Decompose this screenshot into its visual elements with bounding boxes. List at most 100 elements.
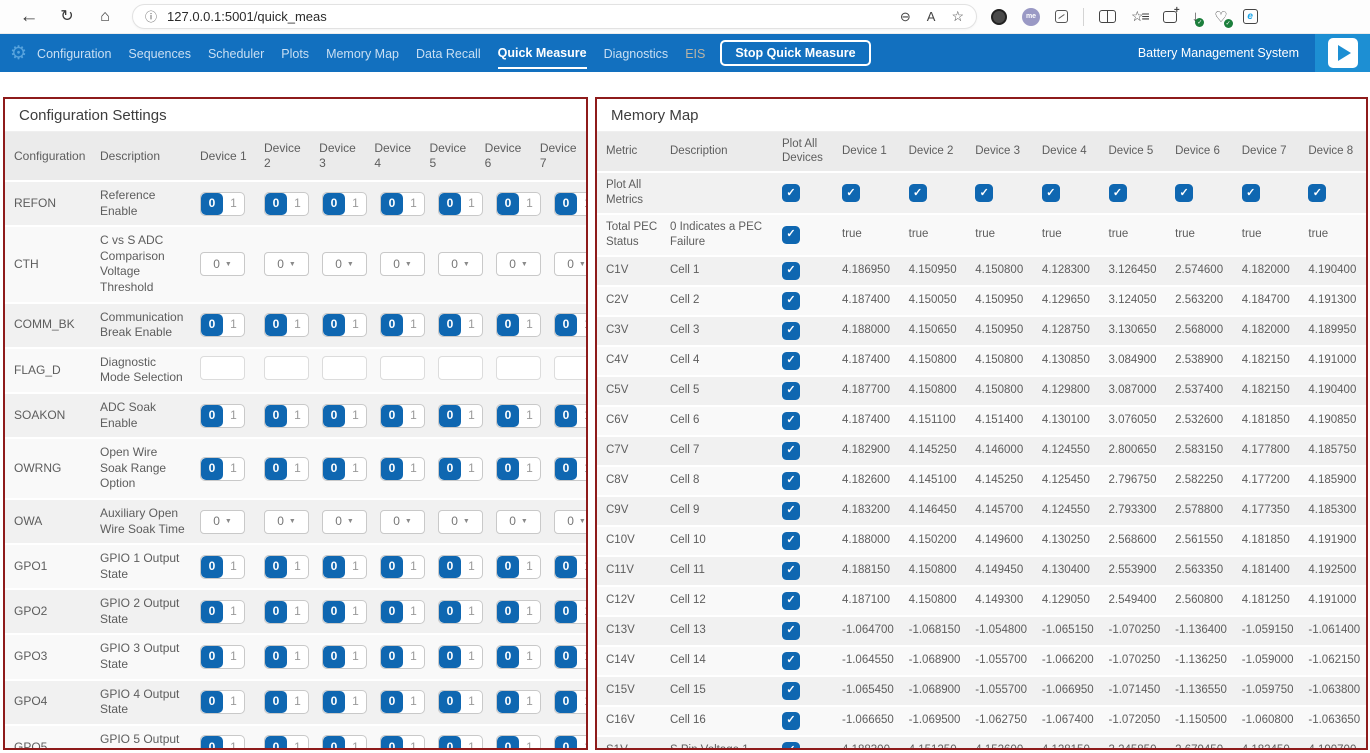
OWRNG-device7-toggle[interactable]: 01: [554, 457, 588, 481]
COMM_BK-device3-toggle[interactable]: 01: [322, 313, 367, 337]
toggle-unselected-option[interactable]: 1: [519, 559, 540, 575]
toggle-selected-option[interactable]: 0: [555, 458, 577, 480]
SOAKON-device5-toggle[interactable]: 01: [438, 404, 483, 428]
nav-item-scheduler[interactable]: Scheduler: [208, 38, 264, 68]
zoom-out-icon[interactable]: ⊖: [900, 9, 911, 25]
CTH-device6-select[interactable]: 0▼: [496, 252, 541, 276]
toggle-unselected-option[interactable]: 1: [223, 408, 244, 424]
total-pec-status-plot-checkbox[interactable]: ✓: [782, 226, 800, 244]
plot-all-metrics-device2-checkbox[interactable]: ✓: [909, 184, 927, 202]
GPO5-device5-toggle[interactable]: 01: [438, 735, 483, 750]
toggle-unselected-option[interactable]: 1: [577, 408, 588, 424]
toggle-selected-option[interactable]: 0: [265, 601, 287, 623]
toggle-selected-option[interactable]: 0: [265, 458, 287, 480]
SOAKON-device2-toggle[interactable]: 01: [264, 404, 309, 428]
toggle-selected-option[interactable]: 0: [555, 556, 577, 578]
GPO3-device2-toggle[interactable]: 01: [264, 645, 309, 669]
GPO3-device3-toggle[interactable]: 01: [322, 645, 367, 669]
toggle-selected-option[interactable]: 0: [265, 691, 287, 713]
run-button[interactable]: [1315, 34, 1370, 72]
REFON-device4-toggle[interactable]: 01: [380, 192, 425, 216]
GPO4-device4-toggle[interactable]: 01: [380, 690, 425, 714]
toggle-unselected-option[interactable]: 1: [223, 317, 244, 333]
toggle-selected-option[interactable]: 0: [555, 193, 577, 215]
FLAG_D-device2-input[interactable]: [264, 356, 309, 380]
GPO2-device5-toggle[interactable]: 01: [438, 600, 483, 624]
toggle-unselected-option[interactable]: 1: [345, 461, 366, 477]
c5v-plot-checkbox[interactable]: ✓: [782, 382, 800, 400]
GPO1-device2-toggle[interactable]: 01: [264, 555, 309, 579]
toggle-unselected-option[interactable]: 1: [223, 604, 244, 620]
toggle-selected-option[interactable]: 0: [381, 691, 403, 713]
plot-all-metrics-device3-checkbox[interactable]: ✓: [975, 184, 993, 202]
c4v-plot-checkbox[interactable]: ✓: [782, 352, 800, 370]
toggle-unselected-option[interactable]: 1: [223, 196, 244, 212]
OWRNG-device6-toggle[interactable]: 01: [496, 457, 541, 481]
GPO4-device1-toggle[interactable]: 01: [200, 690, 245, 714]
SOAKON-device4-toggle[interactable]: 01: [380, 404, 425, 428]
toggle-selected-option[interactable]: 0: [439, 736, 461, 750]
toggle-unselected-option[interactable]: 1: [223, 559, 244, 575]
OWA-device3-select[interactable]: 0▼: [322, 510, 367, 534]
CTH-device5-select[interactable]: 0▼: [438, 252, 483, 276]
GPO1-device1-toggle[interactable]: 01: [200, 555, 245, 579]
toggle-unselected-option[interactable]: 1: [287, 461, 308, 477]
site-info-icon[interactable]: ⓘ: [145, 8, 157, 25]
plot-all-metrics-device8-checkbox[interactable]: ✓: [1308, 184, 1326, 202]
REFON-device3-toggle[interactable]: 01: [322, 192, 367, 216]
toggle-selected-option[interactable]: 0: [555, 405, 577, 427]
browser-essentials-icon[interactable]: ♡✓: [1214, 8, 1227, 26]
OWRNG-device3-toggle[interactable]: 01: [322, 457, 367, 481]
toggle-selected-option[interactable]: 0: [555, 601, 577, 623]
split-screen-icon[interactable]: [1099, 10, 1116, 23]
toggle-selected-option[interactable]: 0: [381, 405, 403, 427]
nav-item-plots[interactable]: Plots: [281, 38, 309, 68]
favorite-star-icon[interactable]: ☆: [951, 8, 964, 25]
c3v-plot-checkbox[interactable]: ✓: [782, 322, 800, 340]
toggle-unselected-option[interactable]: 1: [461, 559, 482, 575]
toggle-unselected-option[interactable]: 1: [519, 694, 540, 710]
toggle-selected-option[interactable]: 0: [497, 691, 519, 713]
profile-avatar[interactable]: me: [1022, 8, 1040, 26]
GPO1-device6-toggle[interactable]: 01: [496, 555, 541, 579]
toggle-unselected-option[interactable]: 1: [461, 317, 482, 333]
toggle-selected-option[interactable]: 0: [201, 601, 223, 623]
GPO3-device4-toggle[interactable]: 01: [380, 645, 425, 669]
nav-item-configuration[interactable]: Configuration: [37, 38, 111, 68]
SOAKON-device1-toggle[interactable]: 01: [200, 404, 245, 428]
toggle-unselected-option[interactable]: 1: [223, 740, 244, 750]
toggle-selected-option[interactable]: 0: [497, 736, 519, 750]
toggle-unselected-option[interactable]: 1: [403, 196, 424, 212]
toggle-unselected-option[interactable]: 1: [461, 461, 482, 477]
toggle-selected-option[interactable]: 0: [265, 556, 287, 578]
GPO3-device6-toggle[interactable]: 01: [496, 645, 541, 669]
toggle-unselected-option[interactable]: 1: [519, 604, 540, 620]
c7v-plot-checkbox[interactable]: ✓: [782, 442, 800, 460]
toggle-unselected-option[interactable]: 1: [287, 559, 308, 575]
toggle-selected-option[interactable]: 0: [497, 556, 519, 578]
REFON-device6-toggle[interactable]: 01: [496, 192, 541, 216]
nav-item-eis[interactable]: EIS: [685, 38, 705, 68]
toggle-unselected-option[interactable]: 1: [223, 649, 244, 665]
c13v-plot-checkbox[interactable]: ✓: [782, 622, 800, 640]
toggle-selected-option[interactable]: 0: [439, 691, 461, 713]
c9v-plot-checkbox[interactable]: ✓: [782, 502, 800, 520]
toggle-unselected-option[interactable]: 1: [519, 461, 540, 477]
toggle-unselected-option[interactable]: 1: [577, 317, 588, 333]
COMM_BK-device6-toggle[interactable]: 01: [496, 313, 541, 337]
toggle-selected-option[interactable]: 0: [497, 646, 519, 668]
OWA-device7-select[interactable]: 0▼: [554, 510, 588, 534]
c8v-plot-checkbox[interactable]: ✓: [782, 472, 800, 490]
toggle-unselected-option[interactable]: 1: [223, 461, 244, 477]
SOAKON-device7-toggle[interactable]: 01: [554, 404, 588, 428]
toggle-selected-option[interactable]: 0: [265, 646, 287, 668]
extension-icon[interactable]: [991, 9, 1007, 25]
GPO3-device7-toggle[interactable]: 01: [554, 645, 588, 669]
plot-all-metrics-device1-checkbox[interactable]: ✓: [842, 184, 860, 202]
toggle-unselected-option[interactable]: 1: [461, 196, 482, 212]
GPO5-device3-toggle[interactable]: 01: [322, 735, 367, 750]
c11v-plot-checkbox[interactable]: ✓: [782, 562, 800, 580]
FLAG_D-device6-input[interactable]: [496, 356, 541, 380]
FLAG_D-device4-input[interactable]: [380, 356, 425, 380]
toggle-unselected-option[interactable]: 1: [403, 461, 424, 477]
